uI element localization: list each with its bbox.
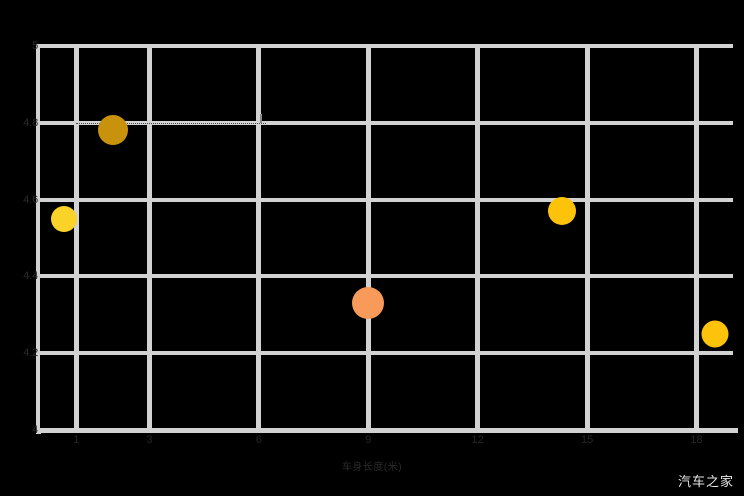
gridline-vertical — [584, 46, 590, 430]
x-axis-tick-label: 12 — [471, 434, 484, 446]
gridline-vertical — [694, 46, 700, 430]
x-axis-tick-label: 15 — [580, 434, 594, 446]
x-axis-tick-label: 1 — [73, 434, 80, 446]
data-point-bubble[interactable] — [547, 197, 576, 226]
x-axis-tick-label: 18 — [690, 434, 703, 446]
gridline-horizontal — [40, 44, 733, 48]
reference-line — [76, 122, 267, 124]
gridline-horizontal — [40, 428, 733, 432]
data-point-bubble[interactable] — [50, 205, 77, 232]
y-axis-tick-label: 4.8 — [23, 116, 38, 129]
data-point-bubble[interactable] — [97, 115, 128, 146]
gridline-vertical — [256, 46, 262, 430]
gridline-horizontal — [40, 274, 733, 279]
y-axis-tick-label: 5 — [32, 40, 38, 52]
gridline-vertical — [146, 46, 152, 430]
gridline-horizontal — [40, 351, 733, 356]
y-axis-tick-label: 4 — [32, 424, 38, 436]
gridline-vertical — [73, 46, 79, 430]
y-axis-tick-label: 4.4 — [23, 270, 38, 283]
y-axis-tick-label: 4.6 — [23, 193, 38, 206]
y-axis-spine — [36, 44, 41, 434]
x-axis-label: 车身长度(米) — [341, 462, 403, 473]
data-point-bubble[interactable] — [352, 287, 385, 320]
reference-tick — [260, 113, 263, 123]
x-axis-tick-label: 3 — [146, 434, 153, 446]
plot-area — [40, 44, 733, 432]
gridline-horizontal — [40, 120, 733, 125]
x-axis-tick-label: 9 — [365, 434, 372, 446]
y-axis-tick-label: 4.2 — [23, 347, 38, 360]
x-axis-tick-label: 6 — [255, 434, 262, 446]
gridline-vertical — [365, 46, 371, 430]
gridline-horizontal — [40, 197, 733, 202]
watermark: 汽车之家 — [677, 475, 734, 490]
gridline-vertical — [475, 46, 481, 430]
data-point-bubble[interactable] — [701, 320, 729, 348]
